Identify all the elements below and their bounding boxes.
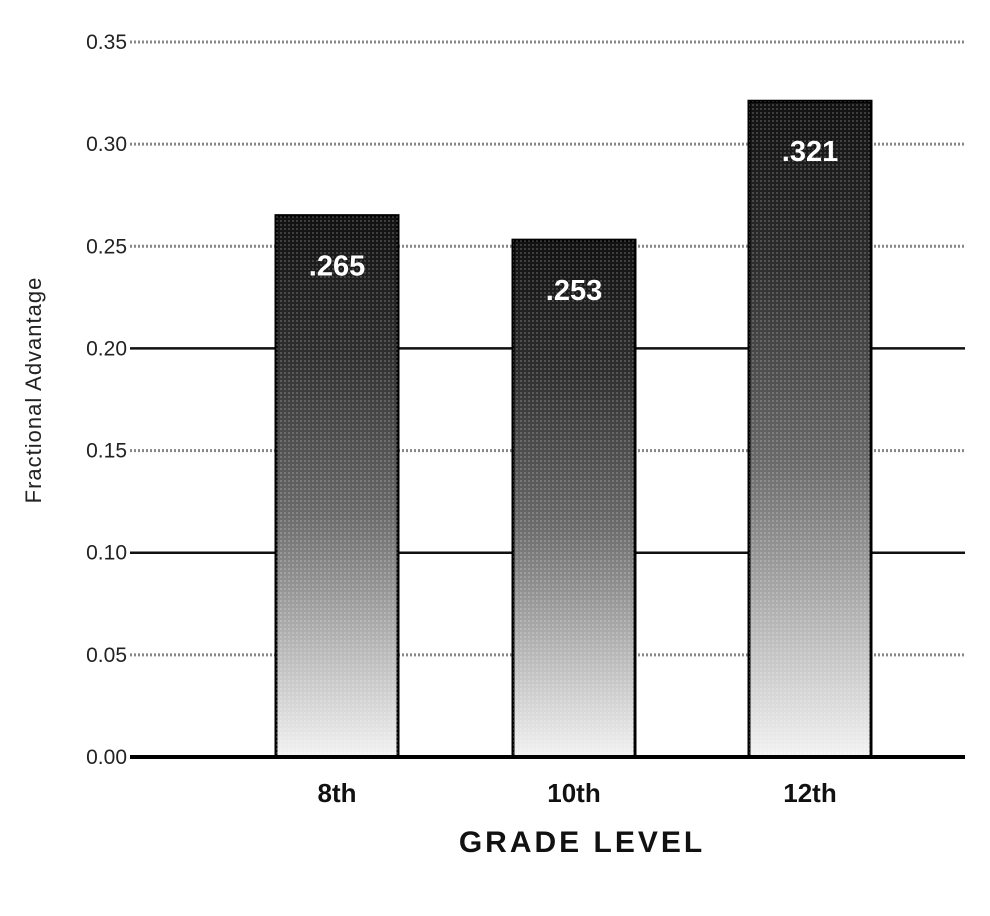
bar-texture	[276, 215, 398, 758]
y-tick-label: 0.00	[86, 746, 127, 769]
x-category-label: 10th	[547, 778, 600, 808]
x-category-label: 12th	[783, 778, 836, 808]
y-axis-title: Fractional Advantage	[21, 277, 46, 504]
y-tick-label: 0.05	[86, 644, 127, 667]
x-category-labels: 8th 10th 12th	[318, 778, 837, 808]
data-labels: .265 .253 .321	[309, 136, 838, 307]
bar-texture	[749, 101, 871, 757]
x-axis-title: GRADE LEVEL	[459, 826, 705, 859]
y-tick-label: 0.25	[86, 235, 127, 258]
data-label: .265	[309, 251, 365, 283]
bars	[274, 99, 873, 759]
data-label: .253	[546, 275, 602, 307]
y-tick-label: 0.20	[86, 337, 127, 360]
y-tick-label: 0.10	[86, 542, 127, 565]
y-tick-label: 0.30	[86, 133, 127, 156]
y-tick-label: 0.15	[86, 440, 127, 463]
bar-texture	[513, 240, 635, 757]
data-label: .321	[782, 136, 838, 168]
y-tick-labels: 0.00 0.05 0.10 0.15 0.20 0.25 0.30 0.35	[86, 31, 127, 769]
y-tick-label: 0.35	[86, 31, 127, 54]
x-category-label: 8th	[318, 778, 357, 808]
